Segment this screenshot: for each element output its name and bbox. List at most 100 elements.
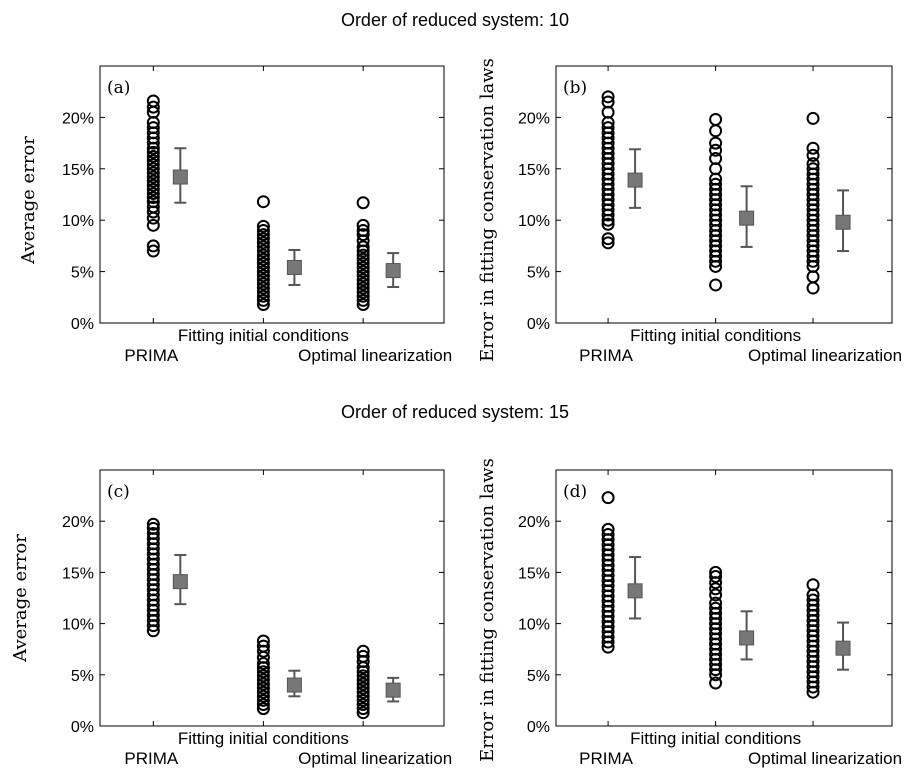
- y-tick-label: 20%: [62, 110, 94, 127]
- data-point: [256, 289, 270, 303]
- data-point: [146, 154, 160, 168]
- series-3: [356, 66, 401, 323]
- data-point: [601, 217, 615, 231]
- series-1: [601, 66, 643, 323]
- data-point: [806, 578, 820, 592]
- y-tick-label: 0%: [527, 719, 550, 736]
- data-point: [146, 526, 160, 540]
- mean-marker: [286, 677, 302, 693]
- data-point: [356, 693, 370, 707]
- series-2: [256, 66, 302, 323]
- panel-d: 0% 5% 10% 15% 20% (d) Error in fitting conserv…: [477, 458, 902, 768]
- data-point: [146, 200, 160, 214]
- data-point: [146, 521, 160, 535]
- mean-marker: [286, 259, 302, 275]
- series-2: [709, 66, 755, 323]
- data-point: [146, 239, 160, 253]
- y-axis-label: Average error: [18, 136, 39, 265]
- data-point: [709, 112, 723, 126]
- data-point: [256, 223, 270, 237]
- data-point: [806, 157, 820, 171]
- data-point: [356, 677, 370, 691]
- series-2: [709, 470, 755, 726]
- category-label: Optimal linearization: [748, 749, 902, 768]
- y-tick-label: 0%: [71, 316, 94, 333]
- data-point: [146, 145, 160, 159]
- data-point: [601, 528, 615, 542]
- mean-marker: [172, 574, 188, 590]
- mean-marker: [172, 169, 188, 185]
- y-tick-label: 15%: [62, 162, 94, 179]
- data-point: [356, 706, 370, 720]
- data-point: [256, 702, 270, 716]
- y-tick-label: 5%: [527, 265, 550, 282]
- data-point: [256, 665, 270, 679]
- plot-frame: [555, 469, 893, 727]
- data-point: [601, 522, 615, 536]
- y-tick-label: 5%: [71, 668, 94, 685]
- data-point: [356, 689, 370, 703]
- data-point: [601, 232, 615, 246]
- mean-marker: [739, 630, 755, 646]
- data-point: [256, 677, 270, 691]
- data-point: [356, 196, 370, 210]
- y-tick-label: 0%: [71, 719, 94, 736]
- data-point: [146, 191, 160, 205]
- panel-label: (a): [107, 78, 130, 98]
- data-point: [356, 285, 370, 299]
- y-axis-label: Average error: [10, 534, 31, 663]
- data-point: [256, 244, 270, 258]
- y-tick-label: 15%: [518, 162, 550, 179]
- data-point: [256, 236, 270, 250]
- data-point: [146, 182, 160, 196]
- plot-frame: [99, 65, 445, 324]
- data-point: [709, 143, 723, 157]
- y-axis-label: Error in fitting conservation laws: [477, 458, 498, 762]
- data-point: [146, 178, 160, 192]
- category-label: Fitting initial conditions: [630, 326, 801, 345]
- data-point: [709, 596, 723, 610]
- data-point: [356, 702, 370, 716]
- data-point: [256, 219, 270, 233]
- data-point: [256, 293, 270, 307]
- data-point: [806, 281, 820, 295]
- data-point: [256, 669, 270, 683]
- data-point: [256, 252, 270, 266]
- data-point: [256, 240, 270, 254]
- y-tick-label: 0%: [527, 316, 550, 333]
- mean-marker: [627, 583, 643, 599]
- mean-marker: [835, 640, 851, 656]
- data-point: [256, 681, 270, 695]
- data-point: [146, 170, 160, 184]
- data-point: [601, 121, 615, 135]
- data-point: [146, 195, 160, 209]
- data-point: [806, 111, 820, 125]
- data-point: [356, 269, 370, 283]
- data-point: [356, 223, 370, 237]
- panel-b: 0% 5% 10% 15% 20% (b) Error in fitting conserv…: [477, 58, 902, 365]
- data-point: [709, 177, 723, 191]
- category-label: Fitting initial conditions: [630, 729, 801, 748]
- data-point: [709, 278, 723, 292]
- data-point: [356, 218, 370, 232]
- data-point: [806, 148, 820, 162]
- data-point: [146, 162, 160, 176]
- series-2: [256, 470, 302, 726]
- panel-label: (c): [107, 482, 130, 502]
- data-point: [356, 649, 370, 663]
- mean-marker: [739, 210, 755, 226]
- data-point: [146, 94, 160, 108]
- category-label: Optimal linearization: [298, 749, 452, 768]
- data-point: [806, 593, 820, 607]
- data-point: [256, 281, 270, 295]
- data-point: [356, 685, 370, 699]
- data-point: [709, 569, 723, 583]
- data-point: [256, 689, 270, 703]
- data-point: [709, 565, 723, 579]
- data-point: [256, 232, 270, 246]
- data-point: [256, 297, 270, 311]
- y-tick-label: 10%: [62, 617, 94, 634]
- data-point: [356, 289, 370, 303]
- panel-c: 0% 5% 10% 15% 20% (c) Average error PRIMAFittin…: [10, 469, 452, 768]
- y-tick-label: 20%: [518, 514, 550, 531]
